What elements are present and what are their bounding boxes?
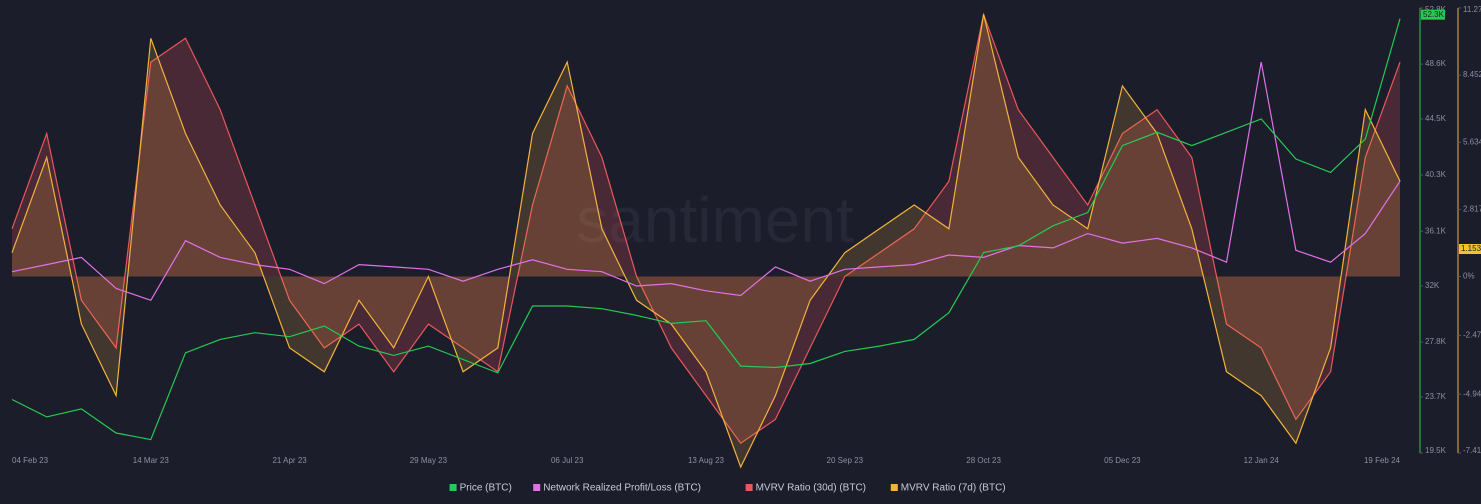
x-tick-label: 20 Sep 23 [827, 456, 864, 465]
legend-label: MVRV Ratio (7d) (BTC) [901, 483, 1006, 494]
legend-label: MVRV Ratio (30d) (BTC) [756, 483, 866, 494]
y-tick-label: 19.5K [1425, 446, 1447, 455]
y-tick-label: 23.7K [1425, 392, 1447, 401]
series-line [11, 14, 1401, 469]
area-fill [12, 14, 1400, 444]
x-tick-label: 28 Oct 23 [966, 456, 1001, 465]
last-value-label: 1.153 [1461, 244, 1481, 253]
x-tick-label: 19 Feb 24 [1364, 456, 1401, 465]
y-tick-label: 44.5K [1425, 114, 1447, 123]
y-tick-label: 48.6K [1425, 59, 1447, 68]
y2-tick-label: 0% [1463, 272, 1475, 281]
x-tick-label: 14 Mar 23 [133, 456, 170, 465]
y2-tick-label: 11.27 [1463, 5, 1481, 14]
series-line [11, 61, 1401, 302]
y2-tick-label: 2.817 [1463, 204, 1481, 213]
x-tick-label: 04 Feb 23 [12, 456, 49, 465]
y2-tick-label: -4.94 [1463, 389, 1481, 398]
y-tick-label: 40.3K [1425, 170, 1447, 179]
y-tick-label: 27.8K [1425, 337, 1447, 346]
y2-tick-label: -2.47 [1463, 330, 1481, 339]
legend-swatch [449, 484, 457, 491]
last-value-label: 52.3K [1423, 10, 1445, 19]
legend-swatch [533, 484, 541, 491]
y-tick-label: 32K [1425, 281, 1440, 290]
legend-swatch [890, 484, 898, 491]
x-tick-label: 13 Aug 23 [688, 456, 725, 465]
x-tick-label: 05 Dec 23 [1104, 456, 1141, 465]
last-value-box [1421, 9, 1445, 20]
x-tick-label: 06 Jul 23 [551, 456, 584, 465]
last-value-box [1459, 244, 1481, 255]
y2-tick-label: 5.634 [1463, 137, 1481, 146]
legend-label: Price (BTC) [460, 483, 512, 494]
x-tick-label: 29 May 23 [410, 456, 448, 465]
y-tick-label: 36.1K [1425, 226, 1447, 235]
y2-tick-label: 8.452 [1463, 70, 1481, 79]
y-tick-label: 52.8K [1425, 5, 1447, 14]
legend-swatch [745, 484, 753, 491]
area-fill [12, 14, 1400, 468]
legend-label: Network Realized Profit/Loss (BTC) [543, 483, 701, 494]
x-tick-label: 12 Jan 24 [1244, 456, 1280, 465]
x-tick-label: 21 Apr 23 [272, 456, 307, 465]
watermark: santiment [576, 184, 854, 256]
series-line [11, 12, 1401, 445]
y2-tick-label: -7.41 [1463, 446, 1481, 455]
series-line [11, 18, 1401, 441]
